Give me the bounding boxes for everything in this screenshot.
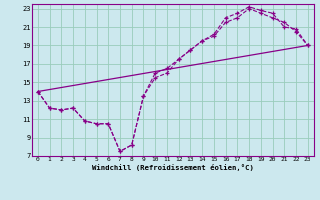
X-axis label: Windchill (Refroidissement éolien,°C): Windchill (Refroidissement éolien,°C) xyxy=(92,164,254,171)
